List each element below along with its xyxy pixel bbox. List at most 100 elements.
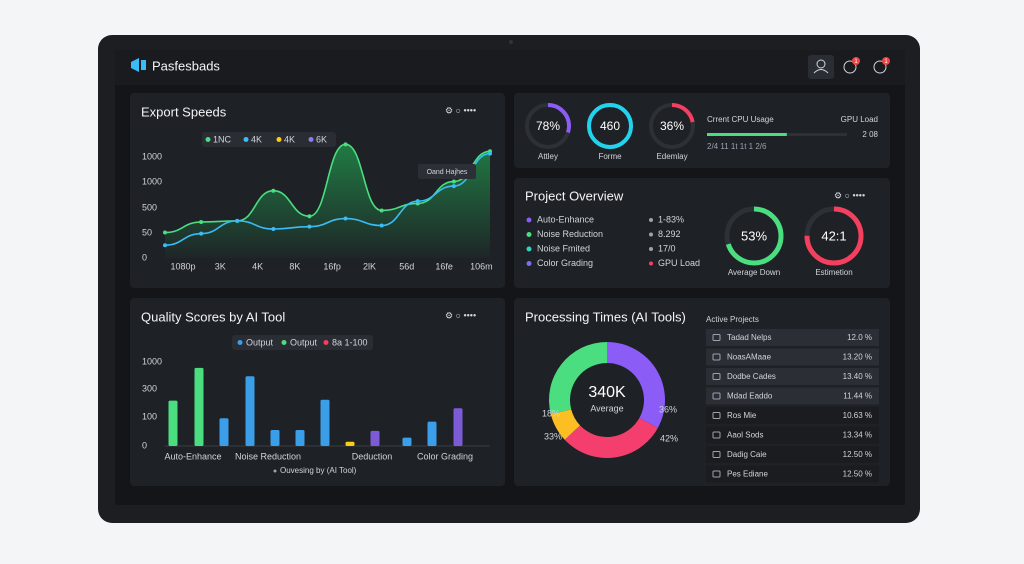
row-value: 13.34 %	[843, 431, 872, 440]
table-row	[706, 387, 879, 405]
legend-label: 4K	[284, 134, 295, 144]
item-label: Noise Reduction	[537, 229, 603, 239]
panel-title: Project Overview	[525, 188, 624, 203]
row-name: Aaol Sods	[727, 431, 763, 440]
bar	[370, 430, 380, 446]
row-name: Tadad Nelps	[727, 333, 771, 342]
point	[379, 223, 384, 228]
x-tick-label: 16fe	[435, 261, 453, 271]
gauge-label: Estimetion	[815, 268, 852, 277]
row-icon	[712, 353, 721, 361]
legend-box	[232, 335, 373, 350]
x-tick-label: 4K	[252, 261, 263, 271]
gauge-arc	[804, 206, 864, 266]
item-dot	[526, 217, 532, 223]
caption-dot	[273, 469, 277, 473]
donut-segment	[550, 409, 581, 440]
gauge-value: 42:1	[821, 228, 846, 243]
user-button[interactable]	[808, 55, 834, 79]
user-icon	[813, 69, 829, 74]
x-tick-label: Auto-Enhance	[164, 451, 221, 461]
bar	[295, 430, 305, 446]
point	[343, 216, 348, 221]
progress-bar	[707, 133, 787, 136]
panel-title: Export Speeds	[141, 104, 227, 119]
x-tick-label: 16fp	[323, 261, 341, 271]
table-row	[706, 426, 879, 444]
row-name: Dodbe Cades	[727, 372, 776, 381]
donut-center-value: 340K	[588, 384, 626, 401]
point	[235, 218, 240, 223]
logo	[131, 58, 146, 72]
stat-dot	[649, 247, 653, 251]
panel-menu[interactable]: ⚙ ○ ••••	[834, 190, 865, 200]
legend-dot	[276, 137, 282, 142]
tooltip	[418, 164, 476, 179]
y-tick-label: 500	[142, 202, 157, 212]
x-tick-label: 56d	[399, 261, 414, 271]
row-value: 12.0 %	[847, 333, 872, 342]
stat-value: 8.292	[658, 229, 681, 239]
notification-icon[interactable]	[843, 60, 857, 74]
badge-count: 1	[854, 59, 858, 65]
point	[307, 224, 312, 229]
point	[163, 230, 167, 235]
x-tick-label: Color Grading	[417, 451, 473, 461]
y-tick-label: 1000	[142, 151, 162, 161]
y-tick-label: 1000	[142, 176, 162, 186]
donut-label: 42%	[660, 433, 678, 443]
panel-menu[interactable]: ⚙ ○ ••••	[445, 105, 476, 115]
bar	[320, 399, 330, 446]
row-value: 13.40 %	[843, 372, 872, 381]
bar	[219, 418, 229, 446]
gauge-value: 53%	[741, 228, 767, 243]
donut-segment	[607, 342, 666, 428]
gauge-arc	[724, 206, 784, 266]
table-row	[706, 465, 879, 483]
x-tick-label: Deduction	[352, 451, 393, 461]
y-tick-label: 0	[142, 252, 147, 262]
point	[307, 214, 312, 219]
badge	[852, 57, 860, 65]
row-value: 13.20 %	[843, 353, 872, 362]
row-value: 11.44 %	[843, 392, 872, 401]
row-name: Mdad Eaddo	[727, 392, 773, 401]
table-row	[706, 446, 879, 463]
panel-menu[interactable]: ⚙ ○ ••••	[445, 310, 476, 320]
row-icon	[712, 373, 721, 380]
panel	[514, 178, 890, 288]
cpu-title: Crrent CPU Usage	[707, 115, 774, 124]
legend-dot	[243, 137, 249, 142]
item-label: Noise Fmited	[537, 243, 590, 253]
point	[199, 220, 204, 225]
item-label: Color Grading	[537, 258, 593, 268]
bar	[453, 408, 463, 446]
camera	[509, 40, 513, 44]
donut-segment	[564, 417, 658, 458]
legend-label: 1NC	[213, 134, 232, 144]
y-tick-label: 300	[142, 383, 157, 393]
point	[199, 231, 204, 236]
point	[451, 184, 456, 189]
row-icon	[712, 451, 721, 458]
table-row	[706, 368, 879, 385]
panel-title: Quality Scores by AI Tool	[141, 309, 285, 324]
x-tick-label: 1080p	[170, 261, 195, 271]
gauge-arc	[587, 103, 633, 149]
panel	[514, 93, 890, 168]
gauge-label: Average Down	[728, 268, 780, 277]
settings-icon[interactable]	[873, 60, 887, 74]
bar	[402, 437, 412, 446]
gauge-arc	[525, 103, 571, 149]
row-icon	[712, 470, 721, 478]
x-tick-label: 3K	[215, 261, 226, 271]
gauge-label: Attley	[538, 152, 558, 161]
item-dot	[526, 261, 532, 266]
legend-label: Output	[290, 337, 318, 347]
donut-label: 33%	[544, 431, 562, 441]
gpu-value: 2 08	[862, 130, 878, 139]
y-tick-label: 100	[142, 411, 157, 421]
bar	[168, 400, 178, 446]
legend-dot	[237, 340, 243, 345]
